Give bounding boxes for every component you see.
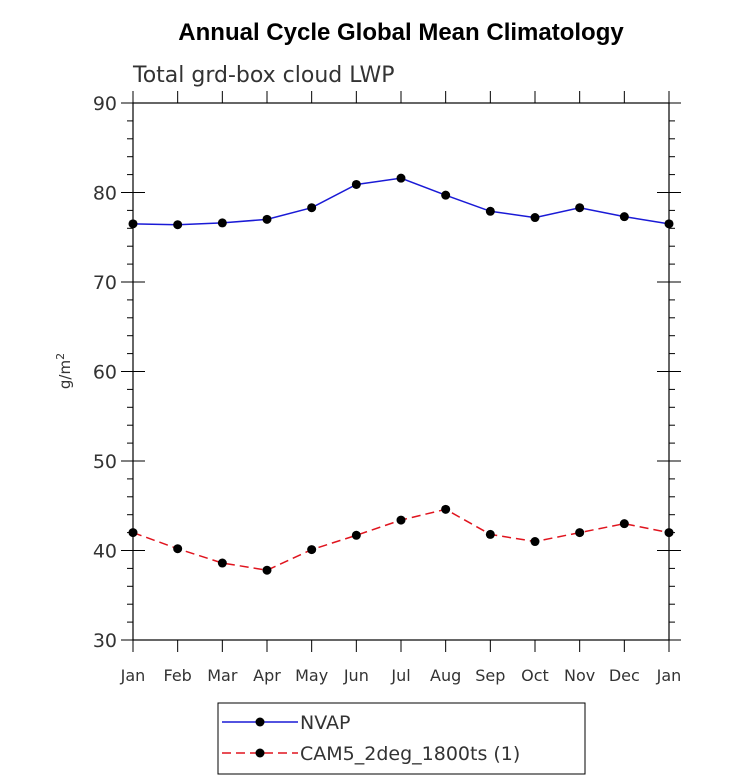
y-tick-label: 80 [93,183,117,205]
data-point [173,544,183,554]
legend: NVAP CAM5_2deg_1800ts (1) [217,702,586,775]
legend-marker [255,717,265,727]
data-point [396,515,406,525]
chart-title: Annual Cycle Global Mean Climatology [178,19,624,46]
data-point [485,206,495,216]
series-2 [128,504,674,575]
data-point [262,565,272,575]
data-point [664,528,674,538]
legend-entry-2: CAM5_2deg_1800ts (1) [222,743,520,765]
legend-label: CAM5_2deg_1800ts (1) [300,743,520,765]
x-tick-label: Feb [164,666,192,685]
y-tick-label: 40 [93,541,117,563]
x-tick-label: Jan [656,666,682,685]
data-point [530,537,540,547]
series-line [132,177,670,226]
data-point [485,529,495,539]
data-point [351,530,361,540]
x-tick-label: Apr [253,666,281,685]
data-point [262,214,272,224]
svg-text:g/m2: g/m2 [54,353,74,389]
data-point [619,519,629,529]
data-point [530,213,540,223]
y-tick-label: 90 [93,93,117,115]
legend-entry-1: NVAP [222,712,350,734]
y-axis-label-superscript: 2 [54,353,67,360]
x-tick-label: Oct [521,666,549,685]
data-point [575,203,585,213]
y-axis-label-text: g/m [56,360,74,389]
x-tick-label: Jun [343,666,369,685]
x-tick-label: Mar [207,666,238,685]
y-tick-label: 50 [93,451,117,473]
chart-subtitle: Total grd-box cloud LWP [132,63,395,88]
y-tick-label: 70 [93,272,117,294]
legend-box [217,702,586,775]
x-tick-label: Jul [390,666,410,685]
y-tick-label: 30 [93,630,117,652]
data-point [396,173,406,183]
data-point [441,190,451,200]
data-point [217,218,227,228]
data-point [173,220,183,230]
x-tick-label: Sep [475,666,505,685]
data-point [128,219,138,229]
y-axis-label: g/m2 [54,353,74,389]
x-tick-label: Aug [430,666,461,685]
x-tick-label: Jan [120,666,146,685]
data-point [307,203,317,213]
data-point [351,179,361,189]
y-tick-label: 60 [93,362,117,384]
legend-marker [255,748,265,758]
axes: Jan Feb Mar Apr May Jun Jul Aug Sep Oct Nov Dec Jan3… [93,91,682,685]
data-point [217,558,227,568]
data-point [664,219,674,229]
series-layer [128,173,674,575]
data-point [619,212,629,222]
x-tick-label: May [295,666,328,685]
data-point [575,528,585,538]
legend-label: NVAP [300,712,350,734]
data-point [128,528,138,538]
data-point [307,545,317,555]
x-tick-label: Nov [564,666,595,685]
x-tick-label: Dec [609,666,640,685]
data-point [441,504,451,514]
series-1 [128,173,674,230]
